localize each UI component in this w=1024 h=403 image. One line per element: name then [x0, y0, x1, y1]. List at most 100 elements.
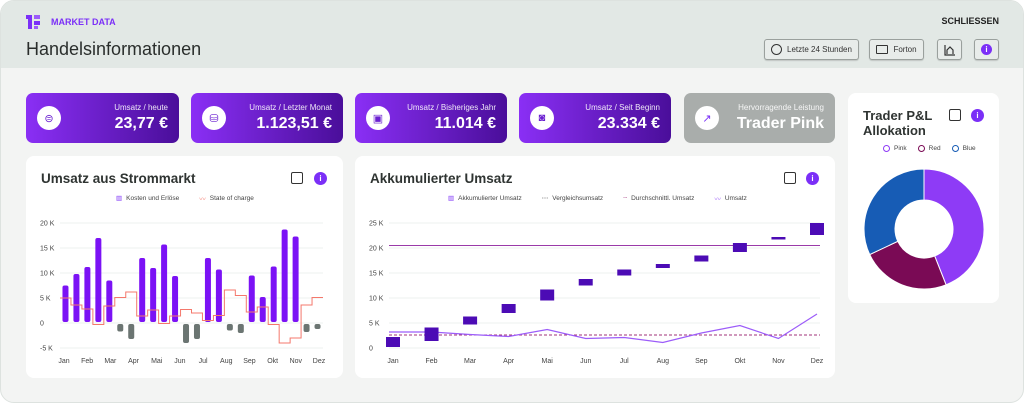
- bar: [193, 324, 200, 339]
- x-tick-label: Jun: [174, 358, 185, 365]
- chart-title: Umsatz aus Strommarkt: [41, 171, 196, 186]
- kpi-value: 1.123,51 €: [256, 115, 332, 132]
- bar: [215, 269, 222, 322]
- kpi-label: Umsatz / heute: [114, 103, 168, 112]
- chart-strommarkt: -5 K 0 5 K 10 K 15 K 20 K Jan Feb Mar Apr Mai Jun Ju…: [40, 221, 326, 366]
- bar: [259, 297, 266, 322]
- info-icon[interactable]: i: [314, 172, 327, 185]
- state-of-charge-line: [60, 289, 323, 344]
- legend-item: Blue: [962, 145, 976, 152]
- bar: [106, 280, 113, 322]
- expand-icon[interactable]: [291, 172, 303, 184]
- time-range-label: Letzte 24 Stunden: [787, 45, 852, 54]
- header: MARKET DATA SCHLIESSEN Handelsinformatio…: [1, 1, 1023, 68]
- logo-icon: [26, 15, 40, 29]
- y-tick-label: 5 K: [40, 296, 51, 303]
- card-allokation: Trader P&L Allokation i Pink Red Blue: [848, 93, 999, 303]
- kpi-card-since-start[interactable]: ◙ Umsatz / Seit Beginn 23.334 €: [519, 93, 671, 143]
- kpi-card-top-performer[interactable]: ↗ Hervorragende Leistung Trader Pink: [684, 93, 835, 143]
- kpi-value: 23,77 €: [114, 115, 168, 132]
- bar: [139, 258, 146, 322]
- y-tick-label: 5 K: [369, 321, 380, 328]
- kpi-card-year[interactable]: ▣ Umsatz / Bisheriges Jahr 11.014 €: [355, 93, 507, 143]
- kpi-value: 11.014 €: [434, 115, 496, 132]
- expand-icon[interactable]: [784, 172, 796, 184]
- bar: [62, 285, 69, 322]
- bar: [204, 258, 211, 322]
- chart-button[interactable]: [937, 39, 962, 60]
- bar: [73, 274, 80, 322]
- bar: [248, 275, 255, 322]
- x-tick-label: Nov: [290, 358, 303, 365]
- close-button[interactable]: SCHLIESSEN: [941, 16, 999, 26]
- x-tick-label: Jan: [58, 358, 69, 365]
- legend-swatch-red: [917, 145, 925, 152]
- bar: [226, 324, 233, 331]
- info-icon[interactable]: i: [971, 109, 984, 122]
- accumulated-bar: [771, 237, 786, 240]
- legend: Pink Red Blue: [883, 145, 976, 152]
- y-tick-label: 0: [369, 346, 373, 353]
- coin-stack-icon: ⛁: [202, 106, 226, 130]
- info-icon: i: [981, 44, 992, 55]
- x-tick-label: Feb: [81, 358, 93, 365]
- chart-akkumuliert: 0 5 K 10 K 15 K 20 K 25 K Jan Feb Mar Apr Mai Jun Ju…: [369, 221, 824, 365]
- chart-title: Akkumulierter Umsatz: [370, 171, 513, 186]
- chart-icon: [943, 44, 955, 56]
- kpi-card-last-month[interactable]: ⛁ Umsatz / Letzter Monat 1.123,51 €: [191, 93, 343, 143]
- clock-icon: [771, 44, 783, 55]
- bar: [237, 324, 244, 333]
- x-tick-label: Okt: [734, 358, 745, 365]
- x-tick-label: Jul: [199, 358, 208, 365]
- forton-button[interactable]: Forton: [869, 39, 924, 60]
- bar-legend-icon: ▥: [448, 195, 455, 202]
- bar: [84, 267, 91, 322]
- y-tick-label: 0: [40, 321, 44, 328]
- y-tick-label: -5 K: [40, 346, 53, 353]
- legend: ▥ Akkumulierter Umsatz ⋯ Vergleichsumsatz ┄ D…: [448, 193, 747, 204]
- kpi-label: Umsatz / Letzter Monat: [249, 103, 332, 112]
- y-tick-label: 15 K: [369, 271, 384, 278]
- legend-item: Vergleichsumsatz: [552, 194, 604, 202]
- info-icon[interactable]: i: [806, 172, 819, 185]
- bar: [303, 324, 310, 332]
- legend: ▥ Kosten und Erlöse 〰 State of charge: [116, 193, 254, 204]
- kpi-label: Hervorragende Leistung: [738, 103, 824, 112]
- x-tick-label: Sep: [695, 358, 708, 365]
- bar: [270, 266, 277, 322]
- x-tick-label: Jan: [387, 358, 398, 365]
- time-range-button[interactable]: Letzte 24 Stunden: [764, 39, 859, 60]
- accumulated-bar: [386, 337, 400, 347]
- kpi-card-today[interactable]: ⊜ Umsatz / heute 23,77 €: [26, 93, 179, 143]
- chart-allokation: [863, 168, 985, 290]
- accumulated-bar: [655, 264, 670, 268]
- legend-item: State of charge: [209, 194, 254, 202]
- bar: [117, 324, 124, 332]
- donut-slice-pink: [923, 168, 985, 286]
- umsatz-line: [389, 313, 818, 344]
- bar-legend-icon: ▥: [116, 195, 123, 202]
- coins-icon: ⊜: [37, 106, 61, 130]
- y-tick-label: 25 K: [369, 221, 384, 228]
- line-legend-icon: 〰: [714, 196, 721, 203]
- accumulated-bar: [810, 223, 824, 235]
- y-tick-label: 10 K: [369, 296, 384, 303]
- page-title: Handelsinformationen: [26, 39, 202, 59]
- x-tick-label: Jun: [580, 358, 591, 365]
- expand-icon[interactable]: [949, 109, 961, 121]
- x-tick-label: Sep: [243, 358, 256, 365]
- info-button[interactable]: i: [974, 39, 999, 60]
- legend-item: Akkumulierter Umsatz: [458, 194, 522, 202]
- accumulated-bar: [540, 289, 555, 301]
- x-tick-label: Aug: [220, 358, 233, 365]
- bar: [281, 229, 288, 322]
- accumulated-bar: [694, 255, 709, 262]
- bar: [150, 268, 157, 322]
- bar: [292, 236, 299, 322]
- arrow-up-right-icon: ↗: [695, 106, 719, 130]
- x-tick-label: Mar: [104, 358, 117, 365]
- dotted-legend-icon: ⋯: [541, 195, 549, 202]
- x-tick-label: Dez: [313, 358, 326, 365]
- x-tick-label: Mar: [464, 358, 477, 365]
